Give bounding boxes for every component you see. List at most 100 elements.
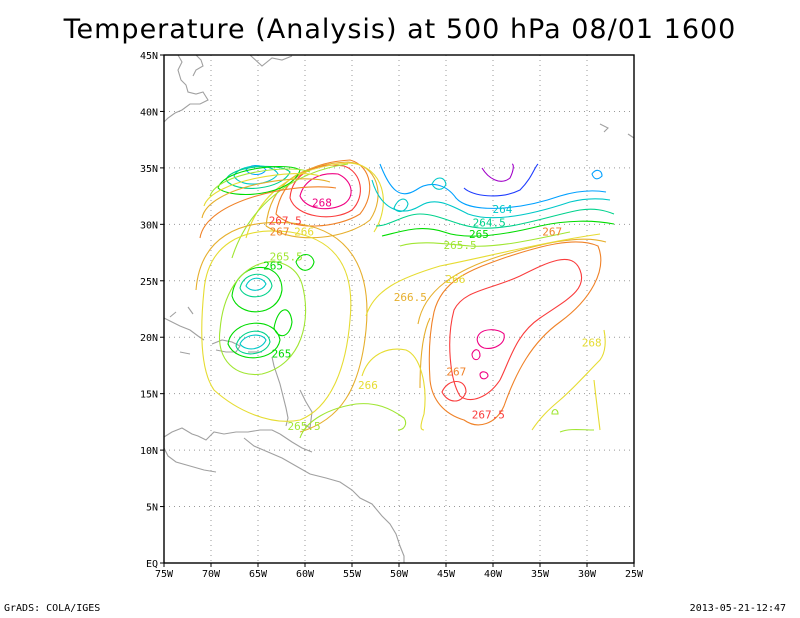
contour-line (201, 230, 352, 422)
contour-line (417, 238, 607, 325)
contour-label: 265.5 (287, 420, 320, 433)
contour-line (476, 329, 505, 349)
contour-label: 267 (270, 226, 290, 239)
coastline (627, 133, 635, 139)
gridlines (164, 55, 634, 563)
contour-line (273, 309, 293, 337)
temperature-contours (195, 159, 615, 439)
x-tick-label: 45W (437, 569, 456, 580)
contour-line (245, 277, 267, 291)
footer-credit: GrADS: COLA/IGES (4, 603, 101, 614)
x-tick-label: 55W (343, 569, 362, 580)
contour-label: 265.5 (444, 239, 477, 252)
contour-line (431, 177, 447, 190)
contour-line (365, 233, 601, 317)
contour-label: 267.5 (269, 214, 302, 227)
contour-line (227, 322, 281, 359)
contour-line (399, 231, 571, 247)
contour-label: 264 (492, 203, 512, 216)
y-tick-label: 25N (140, 277, 158, 288)
coastline (211, 339, 241, 353)
coastlines (163, 54, 635, 563)
coastline (192, 54, 204, 77)
contour-line (379, 163, 607, 209)
footer-timestamp: 2013-05-21-12:47 (689, 603, 786, 614)
contour-label: 268 (312, 196, 332, 209)
contour-line (239, 334, 267, 350)
contour-line (419, 317, 431, 389)
contour-label: 267 (446, 366, 466, 379)
contour-line (361, 348, 426, 431)
contour-line (225, 165, 291, 189)
y-tick-label: 10N (140, 446, 158, 457)
coastline (599, 123, 609, 133)
contour-line (209, 168, 311, 197)
contour-line (371, 179, 611, 219)
y-tick-label: 5N (146, 503, 158, 514)
x-tick-label: 70W (202, 569, 221, 580)
contour-line (463, 163, 539, 197)
contour-line (479, 371, 489, 380)
x-tick-label: 30W (578, 569, 597, 580)
coastline (271, 356, 289, 427)
contour-line (199, 186, 337, 239)
coastline (299, 389, 313, 429)
contour-line (428, 241, 602, 426)
contour-line (203, 173, 321, 207)
contour-line (531, 329, 606, 431)
coastline (243, 437, 405, 563)
coastline (279, 433, 313, 453)
y-tick-label: EQ (146, 559, 158, 570)
x-tick-label: 40W (484, 569, 503, 580)
contour-line (295, 253, 315, 271)
axis-ticks: 75W 70W 65W 60W 55W 50W 45W 40W 35W 30W 25W EQ 5N 10N… (140, 51, 644, 580)
contour-line (299, 173, 352, 210)
contour-line (593, 379, 601, 431)
x-tick-label: 65W (249, 569, 268, 580)
contour-line (231, 163, 349, 259)
contour-line (233, 165, 279, 185)
contour-label: 267.5 (472, 409, 505, 422)
contour-line (551, 408, 559, 415)
contour-line (218, 261, 307, 376)
contour-line (239, 273, 273, 298)
x-tick-label: 75W (155, 569, 174, 580)
coastline (163, 54, 209, 123)
contour-line (195, 222, 368, 433)
x-tick-label: 35W (531, 569, 550, 580)
contour-label: 268 (582, 336, 602, 349)
contour-label: 265 (263, 259, 283, 272)
chart-title: Temperature (Analysis) at 500 hPa 08/01 … (63, 14, 737, 45)
contour-line (393, 198, 409, 213)
x-tick-label: 50W (390, 569, 409, 580)
contour-label: 265.5 (270, 250, 303, 263)
contour-line (381, 220, 615, 237)
contour-line (375, 208, 615, 229)
contour-line (201, 178, 331, 219)
coastline (249, 54, 293, 67)
coastline (163, 447, 217, 473)
contour-label: 267 (542, 226, 562, 239)
y-tick-label: 15N (140, 390, 158, 401)
contour-line (559, 428, 595, 433)
coastline (179, 351, 191, 355)
contour-label: 264.5 (473, 217, 506, 230)
y-tick-label: 20N (140, 333, 158, 344)
contour-label: 266.5 (394, 291, 427, 304)
contour-line (591, 169, 603, 180)
plot-frame (163, 54, 635, 564)
contour-label: 266 (445, 273, 465, 286)
contour-line (235, 330, 271, 355)
contour-label: 265 (272, 348, 292, 361)
coastline (169, 311, 177, 318)
contour-line (275, 159, 371, 227)
coastline (187, 306, 194, 315)
contour-label: 265 (469, 228, 489, 241)
contour-line (481, 163, 514, 182)
x-tick-label: 25W (625, 569, 644, 580)
coastline (163, 427, 281, 441)
contour-line (471, 349, 481, 361)
contour-line (441, 380, 467, 402)
